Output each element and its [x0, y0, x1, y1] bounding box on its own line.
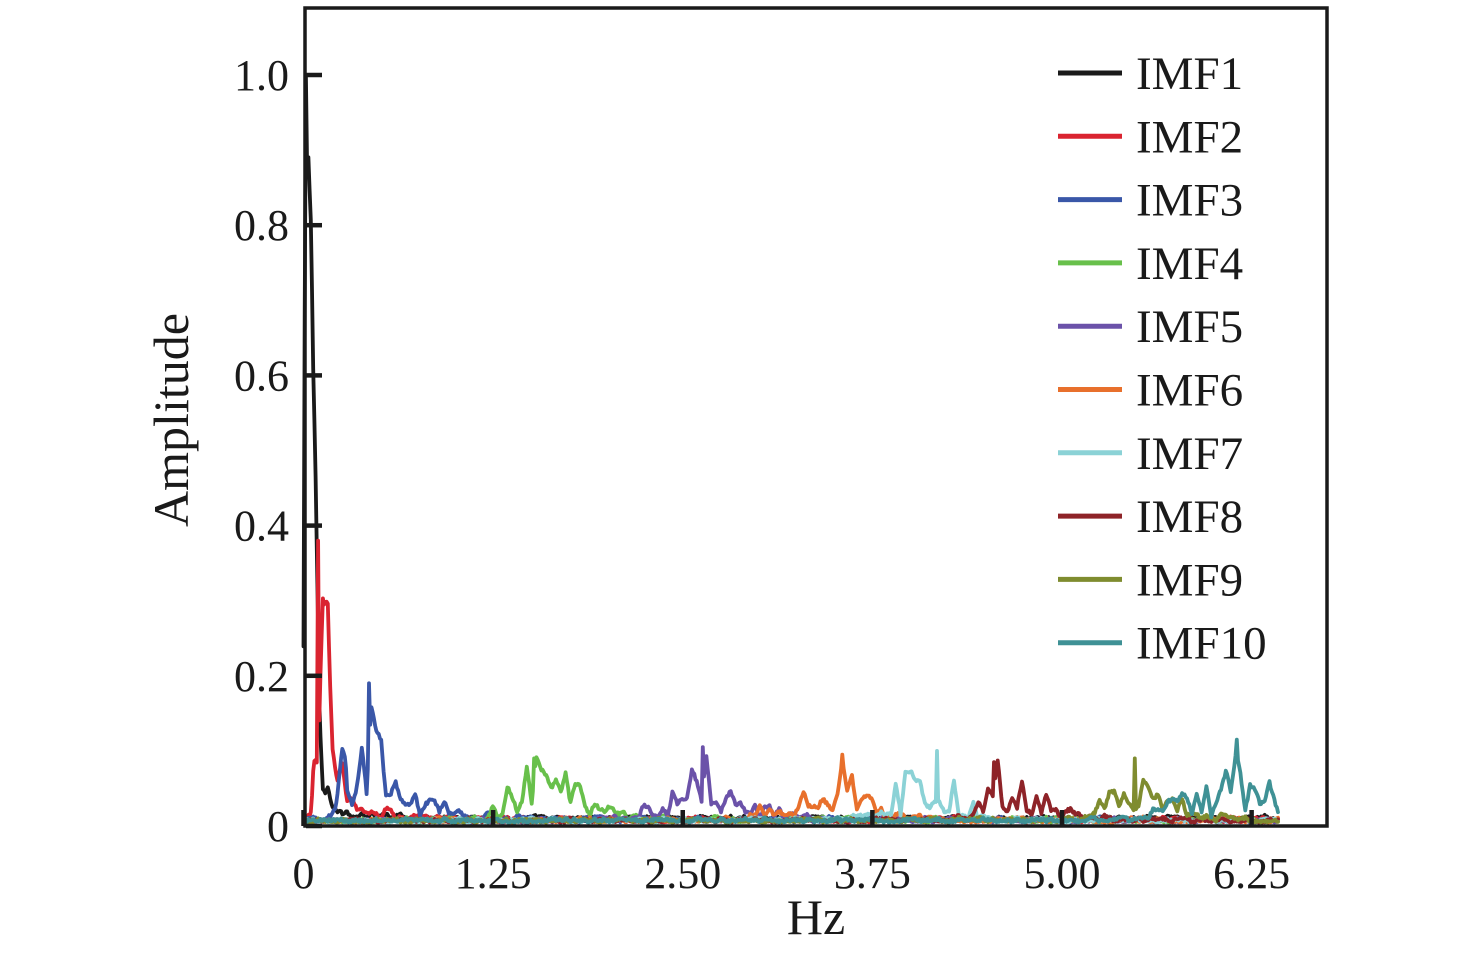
legend: IMF1 IMF2 IMF3 IMF4 IMF5 IMF6 IMF7 IMF8 IMF9 IMF1…	[1058, 48, 1267, 670]
y-tick-label: 0.4	[234, 502, 289, 551]
series-line-imf1	[301, 73, 1280, 823]
legend-item-imf8: IMF8	[1058, 491, 1243, 543]
x-tick-label: 2.50	[644, 849, 721, 898]
legend-label-imf8: IMF8	[1136, 491, 1243, 543]
series-layer	[301, 73, 1280, 825]
x-tick-label: 0	[293, 849, 315, 898]
x-tick-label: 1.25	[455, 849, 532, 898]
y-tick-label: 0	[267, 802, 289, 851]
legend-label-imf1: IMF1	[1136, 48, 1243, 100]
y-tick-label: 1.0	[234, 51, 289, 100]
series-line-imf3	[301, 681, 1280, 825]
x-tick-label: 5.00	[1024, 849, 1101, 898]
legend-label-imf2: IMF2	[1136, 111, 1243, 163]
legend-label-imf3: IMF3	[1136, 175, 1243, 227]
legend-label-imf4: IMF4	[1136, 238, 1243, 290]
legend-item-imf7: IMF7	[1058, 428, 1243, 480]
y-axis-label: Amplitude	[143, 313, 199, 527]
legend-label-imf7: IMF7	[1136, 428, 1243, 480]
legend-item-imf10: IMF10	[1058, 618, 1267, 670]
series-line-imf2	[301, 538, 1280, 825]
legend-item-imf9: IMF9	[1058, 554, 1243, 606]
legend-item-imf3: IMF3	[1058, 175, 1243, 227]
legend-item-imf4: IMF4	[1058, 238, 1243, 290]
x-tick-label: 6.25	[1213, 849, 1290, 898]
legend-label-imf9: IMF9	[1136, 554, 1243, 606]
x-tick-label: 3.75	[834, 849, 911, 898]
x-axis-label: Hz	[787, 889, 845, 945]
y-tick-label: 0.2	[234, 652, 289, 701]
legend-label-imf10: IMF10	[1136, 618, 1267, 670]
legend-label-imf5: IMF5	[1136, 301, 1243, 353]
ticks-layer: 0 1.25 2.50 3.75 5.00 6.25 0 0.2 0.4 0.6 0.8 1.0	[234, 51, 1290, 898]
legend-item-imf5: IMF5	[1058, 301, 1243, 353]
legend-item-imf2: IMF2	[1058, 111, 1243, 163]
legend-item-imf1: IMF1	[1058, 48, 1243, 100]
y-tick-label: 0.6	[234, 351, 289, 400]
plot-border	[303, 6, 1329, 828]
series-line-imf10	[301, 737, 1280, 825]
legend-item-imf6: IMF6	[1058, 365, 1243, 417]
legend-label-imf6: IMF6	[1136, 365, 1243, 417]
y-tick-label: 0.8	[234, 201, 289, 250]
